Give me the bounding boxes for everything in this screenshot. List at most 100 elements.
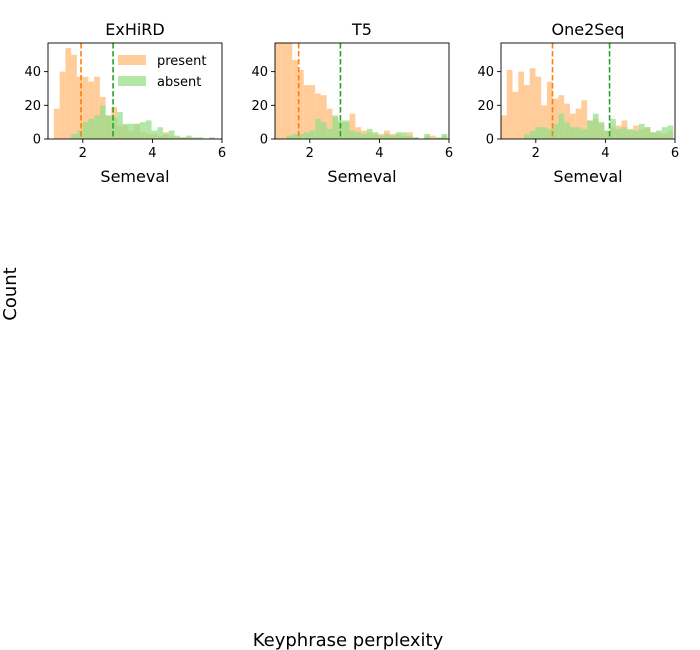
histogram-bar-present [88,81,95,139]
histogram-bar-absent [315,118,321,139]
histogram-bar-absent [644,127,651,139]
histogram-bar-absent [309,130,316,139]
histogram-bar-absent [395,132,402,139]
histogram-bar-absent [587,120,593,139]
subplot-x-axis-label: Semeval [553,167,622,186]
histogram-bar-present [518,71,524,139]
y-tick-label: 0 [33,133,41,148]
subplot-title: One2Seq [552,20,625,39]
histogram-bar-absent [667,125,674,139]
histogram-bar-absent [111,117,118,139]
histogram-bar-present [280,43,287,139]
histogram-bar-present [581,100,588,139]
histogram-bar-absent [208,137,215,139]
histogram-bar-present [320,95,327,139]
legend-label-absent: absent [157,75,201,90]
histogram-bar-absent [598,122,605,139]
histogram-bar-absent [303,132,310,139]
histogram-bar-absent [435,137,442,139]
histogram-bar-absent [151,130,158,139]
histogram-bar-absent [88,118,95,139]
histogram-bar-absent [343,120,350,139]
histogram-bar-absent [82,122,89,139]
histogram-bar-absent [424,133,431,139]
histogram-bar-absent [633,130,639,139]
histogram-bar-absent [552,123,559,139]
y-tick-label: 40 [251,65,268,80]
histogram-bar-present [53,108,60,139]
histogram-bar-absent [355,132,362,139]
histogram-bar-present [275,43,281,139]
histogram-bar-present [76,76,83,139]
histogram-bar-present [564,103,570,139]
histogram-bar-absent [292,133,298,139]
histogram-bar-present [286,43,293,139]
histogram-bar-present [529,68,536,139]
histogram-bar-present [59,71,66,139]
histogram-bar-present [523,85,530,139]
histogram-bar-present [315,93,321,139]
histogram-bar-present [326,108,333,139]
histogram-bar-absent [180,137,186,139]
histogram-bar-absent [638,123,645,139]
histogram-bar-present [575,108,582,139]
histogram-bar-absent [412,137,419,139]
legend-swatch-absent [118,76,146,86]
y-tick-label: 40 [477,65,494,80]
histogram-bar-absent [575,127,582,139]
axes-frame [500,42,676,140]
histogram-bar-present [569,113,576,139]
histogram-bar-absent [407,135,413,139]
histogram-bar-absent [372,132,379,139]
histogram-bar-absent [558,113,565,139]
histogram-bar-absent [71,133,77,139]
x-tick-label: 4 [601,146,609,161]
histogram-bar-absent [541,127,547,139]
histogram-bar-absent [535,127,542,139]
plot-area [501,43,674,139]
x-tick-label: 2 [79,146,87,161]
histogram-bar-absent [604,130,611,139]
histogram-bar-present [506,69,513,139]
histogram-bar-present [501,115,507,139]
histogram-bar-absent [401,132,408,139]
figure-y-axis-label: Count [0,267,21,320]
histogram-bar-absent [661,127,668,139]
histogram-bar-present [292,59,298,139]
histogram-bar-absent [564,122,570,139]
x-tick-label: 4 [375,146,383,161]
histogram-bar-absent [128,123,135,139]
histogram-bar-present [541,105,547,139]
histogram-bar-absent [332,115,339,139]
histogram-bar-present [309,85,316,139]
subplot-x-axis-label: Semeval [100,167,169,186]
axes-frame [47,42,223,140]
x-tick-label: 4 [148,146,156,161]
histogram-bar-absent [615,128,622,139]
histogram-bar-absent [349,130,356,139]
histogram-bar-absent [366,128,373,139]
histogram-bar-absent [656,130,662,139]
subplot-1: 2 4 6 0 20 40 T5 Semeval [251,20,453,186]
histogram-bar-absent [174,135,181,139]
histogram-bar-absent [610,118,616,139]
y-tick-label: 0 [486,133,494,148]
histogram-bar-absent [117,112,123,139]
histogram-bar-present [535,76,542,139]
histogram-bar-absent [326,128,333,139]
y-tick-label: 20 [477,99,494,114]
histogram-bar-present [512,91,519,139]
histogram-bar-absent [168,130,175,139]
histogram-bar-present [94,76,100,139]
histogram-bar-absent [384,133,390,139]
legend-swatch-present [118,55,146,65]
plot-area [275,43,448,139]
histogram-bar-present [65,48,72,139]
histogram-bar-absent [157,127,164,139]
x-tick-label: 6 [218,146,226,161]
x-tick-label: 2 [532,146,540,161]
histogram-bar-absent [163,133,169,139]
histogram-bar-absent [286,135,293,139]
histogram-bar-absent [122,123,129,139]
histogram-bar-absent [621,127,628,139]
